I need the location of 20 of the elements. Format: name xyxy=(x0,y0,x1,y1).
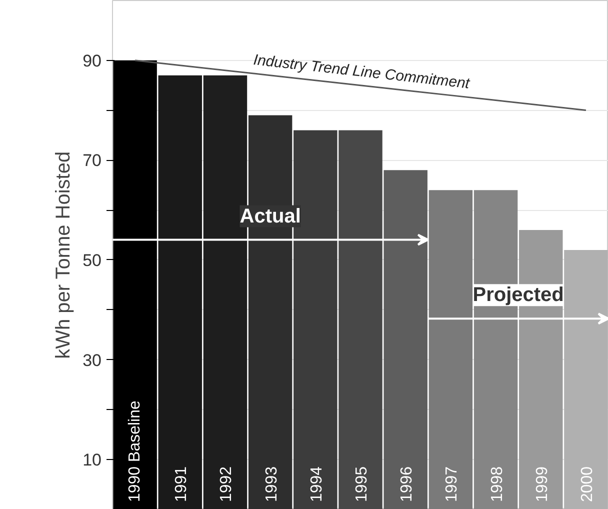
x-tick-label: 1991 xyxy=(173,466,190,502)
x-tick-label: 1999 xyxy=(534,466,551,502)
annotation: Actual xyxy=(240,205,301,228)
y-tick-label: 70 xyxy=(82,151,102,170)
annotation: Industry Trend Line Commitment xyxy=(252,51,472,92)
x-tick-label: 1995 xyxy=(354,466,370,502)
x-tick-label: 1994 xyxy=(308,466,326,502)
x-tick-label: 1996 xyxy=(398,466,416,502)
x-tick-label: 1990 Baseline xyxy=(126,400,144,502)
y-tick-label: 90 xyxy=(82,51,102,70)
x-tick-label: 1993 xyxy=(263,466,280,502)
annotation: Projected xyxy=(472,284,564,306)
x-tick-label: 1992 xyxy=(218,466,236,502)
x-tick-label: 1997 xyxy=(444,466,461,502)
x-tick-label: 1998 xyxy=(488,466,506,502)
x-tick-label: 2000 xyxy=(578,466,596,502)
y-tick-label: 30 xyxy=(82,350,102,370)
y-tick-label: 50 xyxy=(82,250,102,270)
y-tick-label: 10 xyxy=(82,450,102,470)
y-axis-title: kWh per Tonne Hoisted xyxy=(52,151,75,359)
